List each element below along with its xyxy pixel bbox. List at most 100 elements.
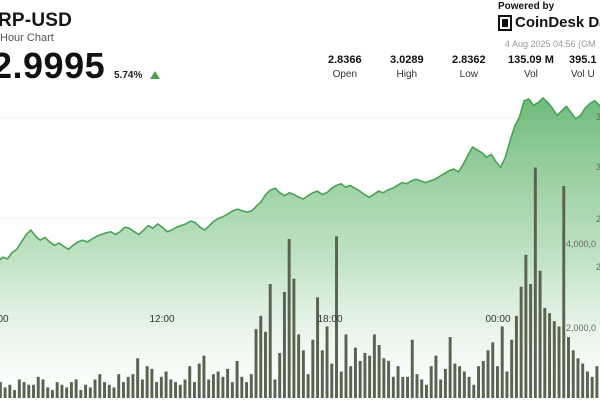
volume-bar [282,292,286,398]
volume-bar [193,382,196,398]
volume-bar [443,368,447,398]
x-tick-label: 12:00 [149,314,174,325]
volume-bar [406,376,409,398]
volume-bar [448,337,452,398]
volume-bar [363,352,367,398]
volume-bar [140,379,144,398]
volume-bar [69,382,73,398]
volume-bar [330,363,334,398]
y-tick-label: 3 [596,112,600,122]
volume-bar [472,384,476,398]
volume-bar [278,352,282,398]
stat-volume-usd: 395.1 Vol U [569,54,597,80]
volume-bar [434,355,438,398]
volume-bar [8,384,12,398]
x-tick-label: 00:00 [485,314,510,325]
volume-bar [429,366,433,398]
volume-bar [396,366,400,398]
volume-bar [226,368,230,398]
volume-bar [174,382,178,398]
stat-high-value: 3.0289 [390,54,424,66]
volume-bar [22,382,26,398]
y-tick-label: 2 [596,262,600,272]
volume-bar [424,384,428,398]
volume-bar [188,366,192,398]
volume-bar [477,366,481,398]
volume-bar [112,387,116,398]
volume-bar [84,384,88,398]
volume-bar [581,363,585,398]
volume-bar [514,315,518,398]
stat-high-label: High [396,69,418,80]
volume-bar [335,236,338,398]
volume-bar [50,390,54,398]
volume-bar [159,376,163,398]
volume-bar [557,326,561,398]
volume-bars-layer [0,167,599,398]
volume-bar [150,368,154,398]
volume-bar [164,371,168,398]
volume-bar [486,350,490,398]
stat-low-value: 2.8362 [452,54,486,66]
volume-bar [292,278,296,398]
volume-bar [311,339,315,398]
volume-bar [245,382,249,398]
stat-low: 2.8362 Low [452,54,486,80]
volume-bar [543,307,547,398]
current-price: 2.9995 [0,45,106,86]
volume-bar [131,374,135,398]
y-tick-label: 3 [596,162,600,172]
volume-bar [46,387,50,398]
volume-bar [55,382,59,398]
volume-bar [538,270,542,398]
x-tick-label: 00 [0,314,9,325]
volume-bar [207,379,211,398]
brand-name: CoinDesk Da [515,14,600,31]
volume-bar [13,390,17,398]
volume-bar [595,366,599,398]
stat-volume-usd-value: 395.1 [569,54,597,66]
volume-bar [136,358,140,398]
axis-ticks-layer: 00 12:00 18:00 00:00 3 3 2 2 4,000,0 2,000,0 [0,112,600,333]
volume-bar [273,379,277,398]
coindesk-logo-icon [498,14,512,31]
volume-bar [259,315,263,398]
volume-bar [500,326,504,398]
volume-bar [79,390,83,398]
volume-bar [585,371,589,398]
price-line [0,97,600,261]
stat-volume-label: Vol [523,69,538,80]
volume-bar [576,358,580,398]
volume-bar [358,360,362,398]
volume-bar [524,254,528,398]
volume-bar [88,387,92,398]
volume-bar [496,366,499,398]
volume-bar [268,284,272,398]
volume-bar [221,376,225,398]
volume-bar [126,376,130,398]
volume-bar [533,167,537,398]
volume-bar [65,387,69,398]
volume-bar [519,286,523,398]
volume-bar [548,313,552,398]
volume-bar [567,337,570,398]
volume-bar [301,350,305,398]
volume-bar [467,376,471,398]
volume-bar [287,239,291,398]
volume-bar [353,347,357,398]
price-area [0,97,600,400]
page-title: RP-USD [0,10,73,31]
volume-tick-label: 4,000,0 [566,239,596,249]
volume-bar [169,379,173,398]
volume-bar [74,379,78,398]
price-line-layer [0,97,600,261]
stat-open-value: 2.8366 [328,54,362,66]
volume-tick-label: 2,000,0 [566,323,596,333]
y-tick-label: 2 [596,214,600,224]
stat-volume-usd-label: Vol U [570,69,595,80]
volume-bar [27,384,31,398]
up-arrow-icon [150,71,160,79]
volume-bar [216,371,220,398]
volume-bar [240,376,244,398]
